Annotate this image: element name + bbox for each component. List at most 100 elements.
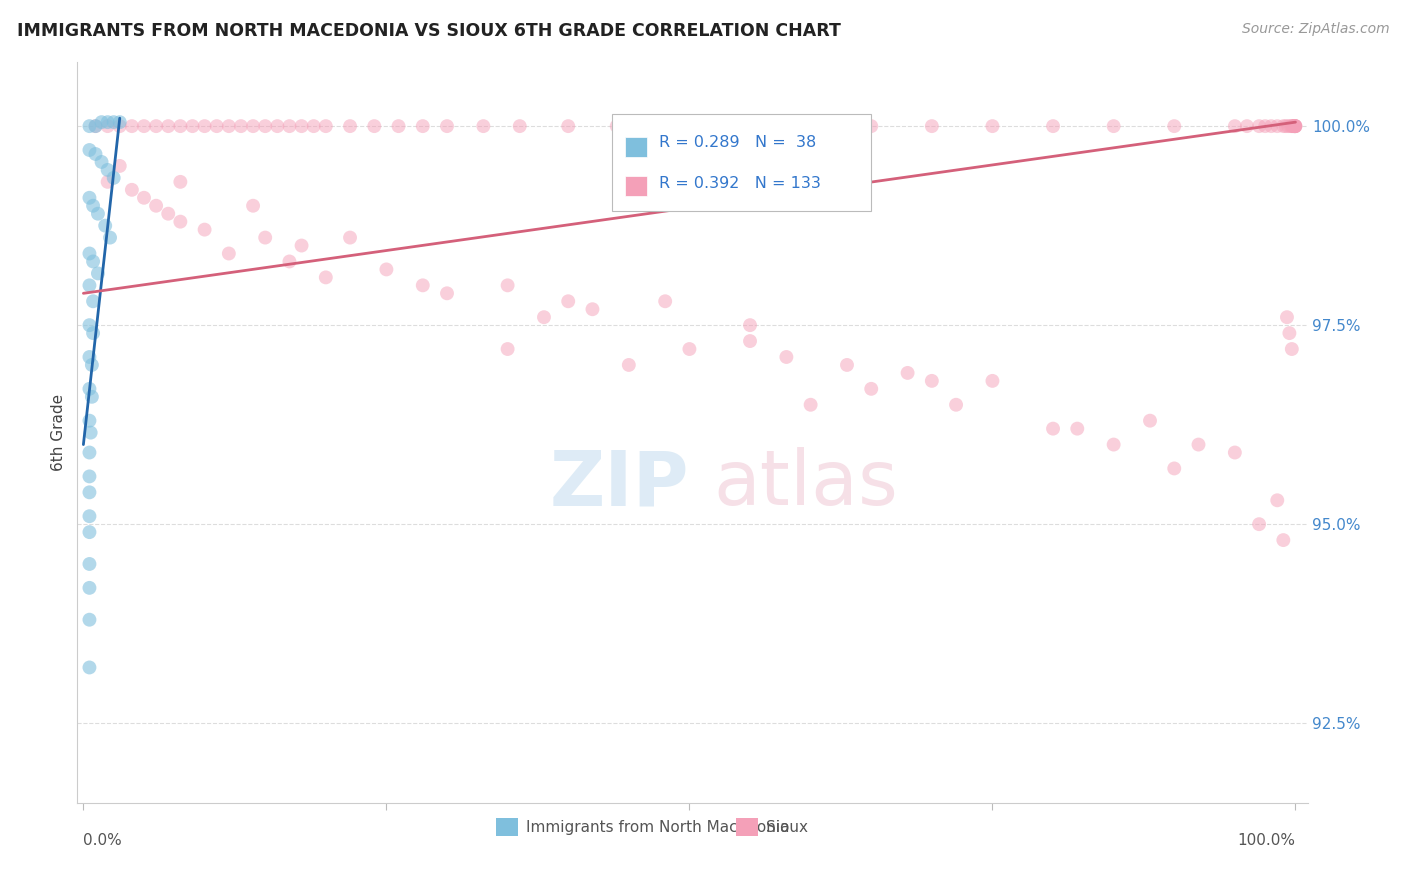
Point <box>581 302 603 317</box>
Point <box>205 119 228 133</box>
Point <box>278 254 301 268</box>
Point <box>315 119 337 133</box>
Point <box>339 119 361 133</box>
Point <box>738 318 761 333</box>
Point <box>132 191 155 205</box>
Point <box>1274 119 1296 133</box>
Point <box>981 374 1004 388</box>
Point <box>97 119 120 133</box>
Point <box>1284 119 1306 133</box>
Point <box>509 119 531 133</box>
Point <box>897 366 920 380</box>
Point <box>557 119 579 133</box>
Point <box>1284 119 1306 133</box>
Point <box>1260 119 1282 133</box>
Point <box>157 119 180 133</box>
Point <box>1236 119 1258 133</box>
Point <box>79 414 101 428</box>
Point <box>436 119 458 133</box>
Point <box>79 660 101 674</box>
Point <box>654 119 676 133</box>
Bar <box>624 137 647 157</box>
Point <box>79 425 101 440</box>
Point <box>97 115 120 129</box>
Point <box>496 342 519 356</box>
Point <box>412 119 434 133</box>
Point <box>1223 445 1246 459</box>
Point <box>1042 422 1064 436</box>
Point <box>1278 326 1301 340</box>
Point <box>79 557 101 571</box>
Point <box>290 238 312 252</box>
Point <box>436 286 458 301</box>
Text: ZIP: ZIP <box>550 448 689 521</box>
Point <box>1282 119 1305 133</box>
Point <box>617 358 640 372</box>
Point <box>412 278 434 293</box>
Point <box>79 278 101 293</box>
Point <box>82 199 104 213</box>
Point <box>97 162 120 177</box>
Point <box>103 115 125 129</box>
Point <box>266 119 288 133</box>
Point <box>79 143 101 157</box>
Point <box>375 262 398 277</box>
Point <box>145 199 167 213</box>
Point <box>800 398 823 412</box>
Point <box>218 246 240 260</box>
Point <box>84 147 107 161</box>
Bar <box>613 114 870 211</box>
Point <box>290 119 312 133</box>
Point <box>98 230 121 244</box>
Point <box>278 119 301 133</box>
Point <box>738 334 761 348</box>
Point <box>194 119 217 133</box>
Point <box>254 119 277 133</box>
Point <box>218 119 240 133</box>
Point <box>1163 461 1185 475</box>
Point <box>79 382 101 396</box>
Point <box>145 119 167 133</box>
Point <box>1265 493 1288 508</box>
Point <box>1284 119 1306 133</box>
Point <box>1102 437 1125 451</box>
Point <box>387 119 409 133</box>
Point <box>169 175 191 189</box>
Point <box>79 191 101 205</box>
Point <box>108 159 131 173</box>
Point <box>103 170 125 185</box>
Point <box>751 119 773 133</box>
Point <box>1163 119 1185 133</box>
Point <box>82 254 104 268</box>
Point <box>654 294 676 309</box>
Point <box>1249 119 1271 133</box>
Point <box>84 119 107 133</box>
Text: atlas: atlas <box>714 448 898 521</box>
Point <box>1187 437 1209 451</box>
Point <box>79 350 101 364</box>
Point <box>1249 517 1271 532</box>
Point <box>835 358 858 372</box>
Point <box>981 119 1004 133</box>
Point <box>97 175 120 189</box>
Point <box>242 199 264 213</box>
Point <box>1254 119 1277 133</box>
Point <box>79 246 101 260</box>
Point <box>496 278 519 293</box>
Text: R = 0.392   N = 133: R = 0.392 N = 133 <box>659 176 821 191</box>
Point <box>121 119 143 133</box>
Point <box>194 222 217 236</box>
Point <box>1284 119 1306 133</box>
Point <box>678 342 700 356</box>
Point <box>533 310 555 325</box>
Point <box>108 119 131 133</box>
Point <box>1281 342 1303 356</box>
Point <box>860 119 883 133</box>
Point <box>1281 119 1303 133</box>
Point <box>302 119 325 133</box>
Point <box>315 270 337 285</box>
Point <box>1284 119 1306 133</box>
Point <box>1279 119 1302 133</box>
Point <box>1066 422 1088 436</box>
Point <box>79 445 101 459</box>
